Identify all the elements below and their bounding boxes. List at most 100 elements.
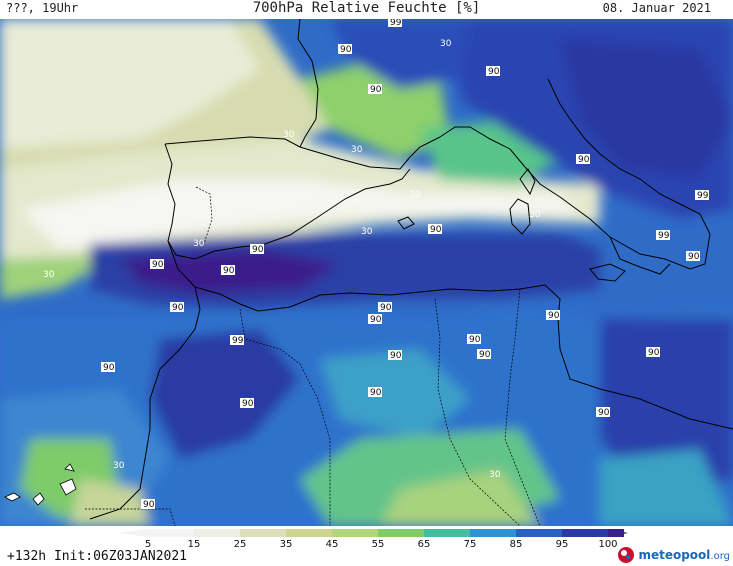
colorbar-tick-label: 75 [464, 539, 477, 548]
footer: 5 15 25 35 45 55 65 75 85 95 100 +132h Init:06Z03J… [0, 526, 733, 566]
header-bar: ???, 19Uhr 700hPa Relative Feuchte [%] 0… [0, 0, 733, 19]
contour-label-30: 30 [351, 145, 363, 155]
contour-label-99: 99 [388, 19, 402, 28]
colorbar-swatch [424, 529, 470, 537]
borders [85, 186, 541, 526]
svg-text:30: 30 [361, 227, 373, 237]
contour-label-30: 30 [283, 130, 295, 140]
colorbar-tick-label: 65 [418, 539, 431, 548]
humidity-map: 90 99 90 30 90 30 30 90 30 30 99 30 90 9… [0, 19, 733, 526]
colorbar-tick-label: 25 [234, 539, 247, 548]
contour-label-30: 30 [113, 461, 125, 471]
contour-label-90: 90 [368, 314, 382, 325]
contour-label-90: 90 [686, 251, 700, 262]
svg-text:90: 90 [252, 245, 264, 255]
svg-text:90: 90 [479, 350, 491, 360]
svg-text:99: 99 [232, 336, 244, 346]
contour-label-30: 30 [489, 470, 501, 480]
contour-label-90: 90 [576, 154, 590, 165]
contour-label-99: 99 [695, 190, 709, 201]
svg-text:90: 90 [469, 335, 481, 345]
colorbar-tick-label: 45 [326, 539, 339, 548]
svg-text:99: 99 [390, 19, 402, 28]
svg-text:90: 90 [340, 45, 352, 55]
contour-label-90: 90 [141, 499, 155, 510]
svg-text:90: 90 [578, 155, 590, 165]
contour-label-30: 30 [440, 39, 452, 49]
valid-time: ???, 19Uhr [6, 1, 79, 15]
svg-text:30: 30 [409, 190, 421, 200]
svg-text:30: 30 [43, 270, 55, 280]
contour-labels: 90 99 90 30 90 30 30 90 30 30 99 30 90 9… [43, 19, 709, 510]
svg-text:30: 30 [529, 210, 541, 220]
contour-label-90: 90 [428, 224, 442, 235]
colorbar-swatch [332, 529, 378, 537]
contour-label-99: 99 [230, 335, 244, 346]
colorbar-swatch [148, 529, 194, 537]
contour-label-90: 90 [338, 44, 352, 55]
colorbar-swatch [516, 529, 562, 537]
map-canvas: 90 99 90 30 90 30 30 90 30 30 99 30 90 9… [0, 19, 733, 526]
valid-date: 08. Januar 2021 [602, 1, 711, 15]
svg-text:90: 90 [370, 315, 382, 325]
colorbar-swatch [286, 529, 332, 537]
colorbar-swatch [194, 529, 240, 537]
svg-text:30: 30 [193, 239, 205, 249]
svg-text:90: 90 [223, 266, 235, 276]
contour-label-90: 90 [170, 302, 184, 313]
svg-text:99: 99 [697, 191, 709, 201]
brand-label[interactable]: meteopool.org [638, 548, 730, 562]
svg-text:30: 30 [283, 130, 295, 140]
svg-text:90: 90 [380, 303, 392, 313]
colorbar-swatch [470, 529, 516, 537]
colorbar-tick-label: 15 [188, 539, 201, 548]
contour-label-30: 30 [43, 270, 55, 280]
canary-islands [4, 463, 77, 506]
contour-label-90: 90 [240, 398, 254, 409]
colorbar-tick-label: 85 [510, 539, 523, 548]
contour-label-90: 90 [221, 265, 235, 276]
contour-label-90: 90 [486, 66, 500, 77]
contour-label-90: 90 [250, 244, 264, 255]
init-time: +132h Init:06Z03JAN2021 [7, 549, 188, 564]
contour-label-90: 90 [150, 259, 164, 270]
svg-text:90: 90 [103, 363, 115, 373]
contour-label-30: 30 [361, 227, 373, 237]
svg-text:90: 90 [152, 260, 164, 270]
contour-label-90: 90 [546, 310, 560, 321]
contour-label-99: 99 [656, 230, 670, 241]
svg-text:90: 90 [242, 399, 254, 409]
colorbar-swatch [378, 529, 424, 537]
contour-label-90: 90 [368, 84, 382, 95]
colorbar-tick-label: 55 [372, 539, 385, 548]
svg-text:90: 90 [488, 67, 500, 77]
contour-label-90: 90 [378, 302, 392, 313]
contour-label-90: 90 [477, 349, 491, 360]
svg-text:30: 30 [351, 145, 363, 155]
svg-text:90: 90 [143, 500, 155, 510]
svg-text:90: 90 [430, 225, 442, 235]
svg-text:90: 90 [370, 388, 382, 398]
contour-label-30: 30 [409, 190, 421, 200]
svg-text:90: 90 [598, 408, 610, 418]
svg-text:30: 30 [440, 39, 452, 49]
svg-text:90: 90 [370, 85, 382, 95]
contour-label-30: 30 [529, 210, 541, 220]
svg-text:90: 90 [172, 303, 184, 313]
contour-label-90: 90 [101, 362, 115, 373]
svg-text:99: 99 [658, 231, 670, 241]
colorbar-min-arrow [118, 529, 148, 537]
svg-text:90: 90 [648, 348, 660, 358]
coastlines [89, 19, 733, 520]
svg-text:30: 30 [489, 470, 501, 480]
colorbar-swatch [562, 529, 608, 537]
colorbar-tick-label: 100 [598, 539, 617, 548]
meteopool-logo-icon [618, 547, 634, 563]
colorbar-max-arrow [610, 529, 628, 537]
svg-text:90: 90 [390, 351, 402, 361]
contour-label-30: 30 [193, 239, 205, 249]
svg-text:90: 90 [548, 311, 560, 321]
svg-text:90: 90 [688, 252, 700, 262]
colorbar-tick-label: 95 [556, 539, 569, 548]
svg-text:30: 30 [113, 461, 125, 471]
